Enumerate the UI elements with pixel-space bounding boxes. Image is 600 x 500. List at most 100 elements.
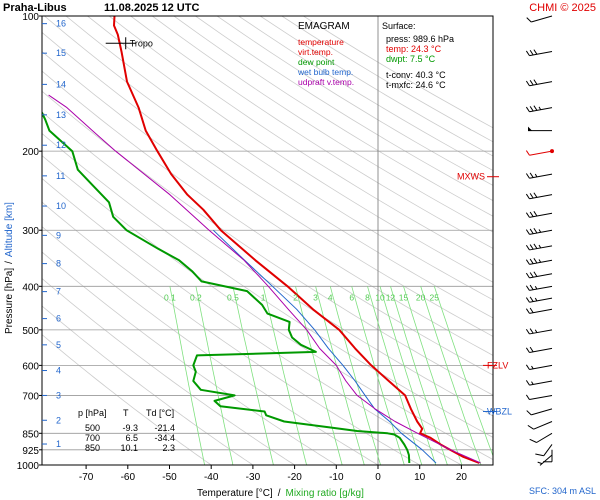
- mixing-ratio-label: 25: [430, 292, 440, 302]
- wind-barb: [525, 258, 553, 265]
- barb-half-flag: [538, 244, 542, 249]
- legend-item-dew-point: dew point: [298, 57, 335, 67]
- dry-adiabat: [195, 16, 493, 202]
- ylabel-separator: /: [4, 261, 15, 264]
- table-row-td: -34.4: [154, 433, 175, 443]
- legend-item-updraft: udpraft v.temp.: [298, 77, 354, 87]
- barb-flag: [529, 272, 534, 278]
- barb-flag: [525, 50, 530, 56]
- wind-barb: [525, 284, 553, 291]
- barb-flag: [526, 410, 532, 416]
- dry-adiabat: [108, 16, 493, 266]
- legend: EMAGRAM temperature virt.temp. dew point…: [297, 21, 354, 87]
- barb-flag: [525, 285, 530, 291]
- altitude-tick-label: 10: [56, 201, 66, 211]
- mixing-ratio-line: [420, 286, 482, 465]
- barb-flag: [525, 193, 530, 200]
- sounding-datetime: 11.08.2025 12 UTC: [104, 2, 199, 14]
- wind-barb: [525, 307, 553, 314]
- mixing-ratio-label: 4: [328, 292, 333, 302]
- barb-staff: [529, 150, 553, 156]
- barb-flag: [525, 394, 530, 400]
- wind-barb: [525, 227, 553, 235]
- surface-elevation: SFC: 304 m ASL: [529, 486, 596, 496]
- barb-flag: [529, 80, 534, 86]
- dry-adiabat: [152, 16, 493, 233]
- mixing-ratio-label: 8: [365, 292, 370, 302]
- x-tick-label: -50: [162, 472, 177, 483]
- table-row-t: 10.1: [120, 443, 138, 453]
- altitude-tick-label: 3: [56, 390, 61, 400]
- barb-flag: [533, 79, 538, 85]
- barb-flag: [527, 424, 534, 430]
- ylabel-pressure-text: Pressure [hPa]: [4, 268, 15, 334]
- mixing-ratio-label: 1: [261, 292, 266, 302]
- barb-half-flag: [538, 106, 542, 110]
- surface-info: Surface: press: 989.6 hPa temp: 24.3 °C …: [382, 21, 454, 90]
- plot-frame: [41, 15, 494, 466]
- wind-barb: [537, 454, 553, 466]
- pressure-tick-label: 500: [22, 326, 39, 337]
- barb-half-flag: [534, 297, 538, 302]
- wind-barb: [525, 380, 553, 386]
- altitude-tick-label: 12: [56, 140, 66, 150]
- legend-item-virt-temp: virt.temp.: [298, 47, 333, 57]
- x-tick-label: 0: [375, 472, 381, 483]
- barb-flag: [525, 259, 530, 265]
- wind-barb: [526, 15, 553, 23]
- series-temperature: [113, 16, 480, 464]
- x-tick-label: 10: [414, 472, 426, 483]
- pressure-tick-label: 850: [22, 429, 39, 440]
- wind-barb: [525, 328, 553, 335]
- pressure-tick-label: 700: [22, 391, 39, 402]
- x-tick-label: -20: [287, 472, 302, 483]
- mixing-ratio-label: 20: [416, 292, 426, 302]
- mixing-ratio-label: 0.2: [190, 292, 202, 302]
- x-tick-label: -40: [204, 472, 219, 483]
- barb-flag: [533, 192, 538, 198]
- table-row-p: 850: [85, 443, 100, 453]
- legend-item-temperature: temperature: [298, 37, 344, 47]
- altitude-tick-label: 14: [56, 79, 66, 89]
- table-header-t: T: [123, 408, 129, 418]
- mixing-ratio-label: 12: [386, 292, 396, 302]
- pressure-tick-label: 1000: [17, 461, 40, 472]
- wind-barb: [525, 394, 553, 401]
- dry-adiabat: [130, 16, 493, 249]
- fzlv-label: FZLV: [487, 360, 508, 370]
- dry-adiabat: [42, 31, 493, 337]
- pressure-tick-label: 200: [22, 147, 39, 158]
- surface-temp: temp: 24.3 °C: [386, 44, 442, 54]
- mixing-ratio-line: [169, 286, 205, 465]
- barb-flag: [529, 211, 534, 217]
- altitude-tick-label: 8: [56, 259, 61, 269]
- series-udpraft-v-temp: [48, 94, 481, 464]
- barb-flag: [525, 272, 530, 279]
- barb-flag: [529, 193, 534, 199]
- barb-flag: [533, 49, 538, 55]
- mixing-ratio-label: 6: [349, 292, 354, 302]
- x-tick-label: -30: [246, 472, 261, 483]
- barb-flag: [525, 297, 530, 303]
- table-row-p: 500: [85, 423, 100, 433]
- barb-flag: [529, 50, 534, 56]
- barb-flag: [525, 364, 530, 370]
- mixing-ratio-label: 10: [375, 292, 385, 302]
- credit: CHMI © 2025: [529, 2, 596, 14]
- pressure-tick-label: 300: [22, 226, 39, 237]
- barb-flag: [529, 307, 534, 313]
- wind-barb: [526, 408, 553, 416]
- dry-adiabat: [42, 51, 493, 356]
- table-row-t: 6.5: [125, 433, 138, 443]
- mixing-ratio-line: [379, 286, 437, 465]
- wind-barbs: [525, 15, 554, 466]
- wind-barb: [525, 296, 553, 303]
- altitude-tick-label: 6: [56, 314, 61, 324]
- wind-barb: [528, 126, 552, 132]
- barb-half-flag: [534, 285, 538, 290]
- altitude-tick-label: 5: [56, 340, 61, 350]
- mixing-ratio-label: 2: [293, 292, 298, 302]
- surface-tmxfc: t-mxfc: 24.6 °C: [386, 80, 446, 90]
- xlabel-separator: /: [278, 488, 281, 499]
- ylabel-pressure: Pressure [hPa] / Altitude [km]: [4, 202, 15, 334]
